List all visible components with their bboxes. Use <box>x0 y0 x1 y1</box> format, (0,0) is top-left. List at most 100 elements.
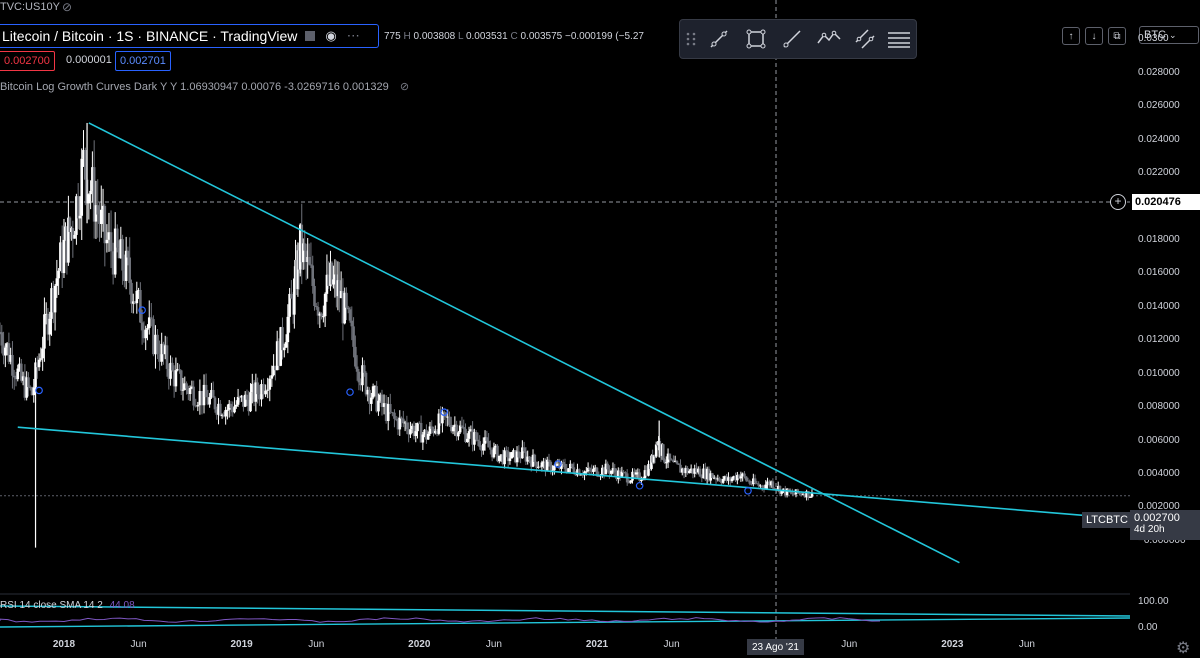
settings-gear-icon[interactable]: ⚙ <box>1176 640 1191 657</box>
candle-body <box>335 274 338 297</box>
candle-body <box>73 234 76 239</box>
rsi-legend[interactable]: RSI 14 close SMA 14 2 44.08 <box>0 600 135 611</box>
parallel-channel-icon[interactable] <box>853 27 877 51</box>
eye-off-icon[interactable]: ⊘ <box>62 0 73 14</box>
candle-body <box>515 451 519 463</box>
secondary-symbol[interactable]: TVC:US10Y <box>0 1 60 13</box>
candle-body <box>585 471 588 473</box>
candle-body <box>478 441 482 448</box>
candle-body <box>720 481 723 483</box>
candle-body <box>762 487 766 489</box>
trend-line[interactable] <box>88 122 960 564</box>
down-arrow-icon[interactable]: ↓ <box>1085 27 1103 45</box>
candle-body <box>737 474 741 479</box>
eye-off-icon[interactable]: ⊘ <box>399 81 410 93</box>
candle-body <box>808 496 812 498</box>
candle-body <box>183 383 187 390</box>
candle-body <box>748 480 752 484</box>
candle-body <box>455 424 458 437</box>
candle-body <box>615 472 618 480</box>
y-tick-label: 0.024000 <box>1138 133 1180 145</box>
indicator-legend[interactable]: Bitcoin Log Growth Curves Dark Y Y 1.069… <box>0 80 409 93</box>
candle-body <box>686 468 689 474</box>
y-tick-label: 0.028000 <box>1138 66 1180 78</box>
candle-body <box>142 330 146 339</box>
candle-body <box>529 460 533 467</box>
candle-body <box>672 459 675 463</box>
x-tick-label: 2021 <box>585 639 609 650</box>
candle-body <box>405 422 409 430</box>
candle-body <box>9 355 12 362</box>
candle-body <box>313 285 316 306</box>
restore-icon[interactable]: ⧉ <box>1108 27 1126 45</box>
candle-body <box>105 239 109 244</box>
candle-body <box>442 411 446 413</box>
candle-body <box>457 432 460 437</box>
rsi-axis-top: 100.00 <box>1138 596 1169 607</box>
candle-body <box>632 471 636 475</box>
ask-price[interactable]: 0.002701 <box>115 51 171 71</box>
candle-body <box>361 365 364 386</box>
candle-body <box>547 459 551 462</box>
candle-body <box>202 384 206 406</box>
candle-body <box>736 474 739 481</box>
candle-body <box>236 396 240 405</box>
trend-line[interactable] <box>17 426 1131 520</box>
candle-body <box>418 422 421 424</box>
indicator-label: Bitcoin Log Growth Curves Dark Y Y 1.069… <box>0 81 389 93</box>
candle-body <box>208 397 211 405</box>
candle-body <box>711 473 714 478</box>
rsi-trend-line <box>0 605 1131 617</box>
candle-body <box>549 461 553 472</box>
more-icon[interactable]: ⋯ <box>346 28 360 43</box>
candle-body <box>617 470 620 480</box>
overlays <box>0 306 1131 628</box>
candle-body <box>274 365 277 371</box>
candle-body <box>501 454 505 465</box>
candle-body <box>608 469 611 474</box>
x-tick-label: Jun <box>1018 639 1035 650</box>
high-value: 0.003808 <box>413 31 456 42</box>
candle-body <box>46 313 50 335</box>
bid-price[interactable]: 0.002700 <box>0 51 55 71</box>
collapse-icon[interactable] <box>305 31 316 41</box>
rectangle-icon[interactable] <box>744 27 768 51</box>
candle-body <box>220 414 224 416</box>
symbol-legend[interactable]: Litecoin / Bitcoin · 1S · BINANCE · Trad… <box>0 24 379 48</box>
currency-selector[interactable]: BTC ⌄ <box>1139 26 1199 44</box>
candle-body <box>60 242 64 274</box>
eye-icon[interactable]: ◉ <box>325 28 337 43</box>
candle-body <box>419 422 423 443</box>
candle-body <box>126 250 130 258</box>
candle-body <box>526 456 529 462</box>
trendlines[interactable] <box>17 122 1131 564</box>
candle-body <box>320 313 323 317</box>
candle-body <box>481 443 485 451</box>
candle-body <box>670 459 673 461</box>
trend-line-icon[interactable] <box>707 27 731 51</box>
candle-body <box>98 214 101 224</box>
candles <box>0 122 814 548</box>
candle-body <box>414 431 418 437</box>
candle-body <box>187 388 190 395</box>
candle-body <box>158 354 161 362</box>
more-lines-icon[interactable] <box>886 27 912 51</box>
candle-body <box>154 334 157 355</box>
ray-icon[interactable] <box>780 27 804 51</box>
rsi-axis-bottom: 0.00 <box>1138 622 1158 633</box>
candle-body <box>245 394 249 400</box>
candle-body <box>200 391 204 406</box>
candle-body <box>716 478 720 480</box>
candle-body <box>262 384 265 395</box>
add-alert-icon[interactable]: + <box>1110 194 1126 210</box>
candle-body <box>354 346 357 367</box>
candle-body <box>286 316 290 343</box>
up-arrow-icon[interactable]: ↑ <box>1062 27 1080 45</box>
drag-handle-icon[interactable] <box>684 27 698 51</box>
candle-body <box>775 488 778 490</box>
y-tick-label: 0.004000 <box>1138 468 1180 480</box>
symbol-title: Litecoin / Bitcoin · 1S · BINANCE · Trad… <box>2 28 298 44</box>
candle-body <box>734 476 737 481</box>
path-icon[interactable] <box>815 27 843 51</box>
